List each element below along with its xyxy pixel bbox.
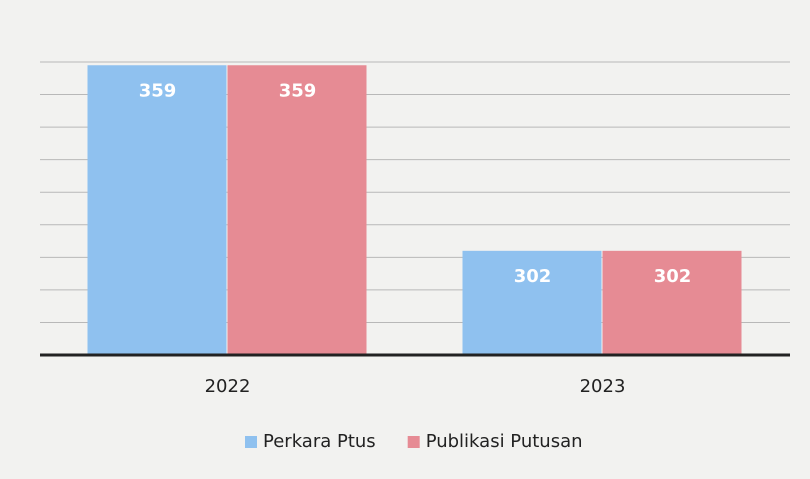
bar (227, 65, 367, 355)
value-label: 359 (279, 80, 317, 101)
value-label: 359 (139, 80, 177, 101)
bar (462, 250, 602, 355)
bar (602, 250, 742, 355)
legend-label: Publikasi Putusan (426, 431, 583, 452)
x-tick-label: 2023 (580, 376, 626, 397)
bar (87, 65, 227, 355)
value-label: 302 (514, 266, 552, 287)
x-tick-label: 2022 (205, 376, 251, 397)
legend-label: Perkara Ptus (263, 431, 376, 452)
legend-swatch (407, 436, 420, 448)
value-label: 302 (654, 266, 692, 287)
legend-swatch (245, 436, 257, 448)
